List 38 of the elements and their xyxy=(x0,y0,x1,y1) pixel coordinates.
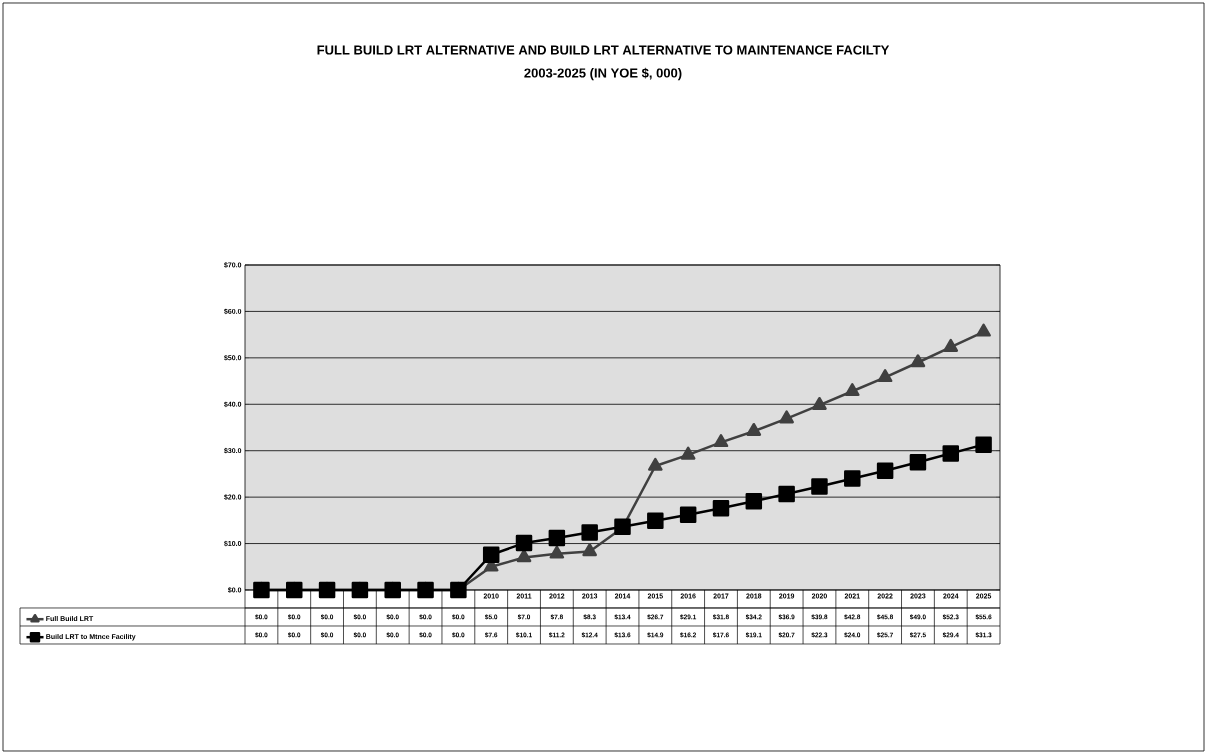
point xyxy=(811,478,828,495)
point xyxy=(548,529,566,547)
point xyxy=(976,323,991,337)
point xyxy=(253,581,270,599)
point xyxy=(286,581,303,599)
chart-subtitle: 2003-2025 (IN YOE $, 000) xyxy=(524,67,682,81)
point xyxy=(943,338,959,352)
point xyxy=(582,543,597,557)
point xyxy=(647,512,664,530)
point xyxy=(549,545,565,559)
point xyxy=(779,410,794,424)
point xyxy=(318,581,336,599)
point xyxy=(746,422,762,436)
chart-title: FULL BUILD LRT ALTERNATIVE AND BUILD LRT ALTERNATIVE TO MAINTENANCE FACILTY xyxy=(317,45,890,55)
point xyxy=(778,485,795,503)
point xyxy=(417,581,434,599)
point xyxy=(844,470,861,487)
point xyxy=(910,354,926,368)
point xyxy=(812,396,827,410)
point xyxy=(384,581,401,599)
point xyxy=(876,462,894,479)
point xyxy=(712,500,730,517)
point xyxy=(942,445,960,462)
point xyxy=(450,581,467,599)
point xyxy=(975,436,992,453)
point xyxy=(680,446,696,460)
point xyxy=(745,493,763,510)
point xyxy=(648,457,663,471)
point xyxy=(909,454,927,471)
point xyxy=(877,369,893,383)
point xyxy=(515,534,533,552)
point xyxy=(482,546,500,563)
point xyxy=(713,434,729,448)
point xyxy=(844,383,860,397)
point xyxy=(351,581,369,599)
point xyxy=(679,506,697,524)
point xyxy=(581,524,598,541)
point xyxy=(516,549,532,563)
